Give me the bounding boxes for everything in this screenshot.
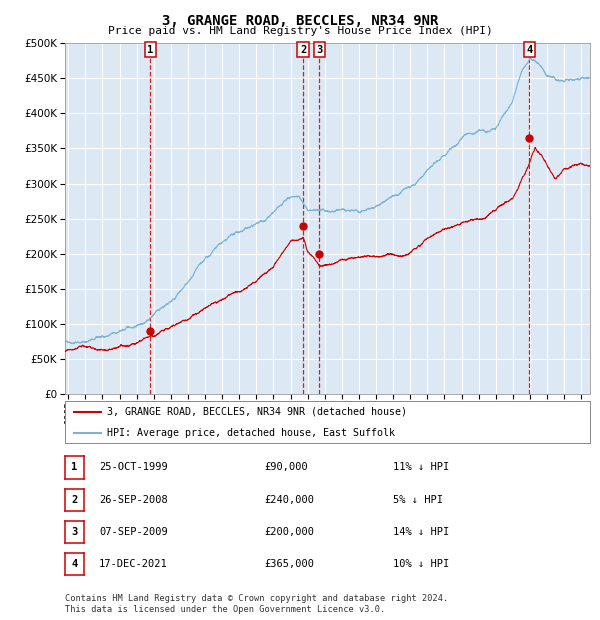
Text: 5% ↓ HPI: 5% ↓ HPI xyxy=(393,495,443,505)
Text: 11% ↓ HPI: 11% ↓ HPI xyxy=(393,463,449,472)
Text: 3: 3 xyxy=(71,527,77,537)
Text: £240,000: £240,000 xyxy=(264,495,314,505)
Text: 1: 1 xyxy=(148,45,154,55)
Text: 14% ↓ HPI: 14% ↓ HPI xyxy=(393,527,449,537)
Text: 3, GRANGE ROAD, BECCLES, NR34 9NR: 3, GRANGE ROAD, BECCLES, NR34 9NR xyxy=(162,14,438,28)
Text: 4: 4 xyxy=(526,45,532,55)
Text: Contains HM Land Registry data © Crown copyright and database right 2024.: Contains HM Land Registry data © Crown c… xyxy=(65,593,448,603)
Text: 26-SEP-2008: 26-SEP-2008 xyxy=(99,495,168,505)
Text: £200,000: £200,000 xyxy=(264,527,314,537)
Text: 17-DEC-2021: 17-DEC-2021 xyxy=(99,559,168,569)
Text: Price paid vs. HM Land Registry's House Price Index (HPI): Price paid vs. HM Land Registry's House … xyxy=(107,26,493,36)
Text: £90,000: £90,000 xyxy=(264,463,308,472)
Text: 3, GRANGE ROAD, BECCLES, NR34 9NR (detached house): 3, GRANGE ROAD, BECCLES, NR34 9NR (detac… xyxy=(107,407,407,417)
Text: HPI: Average price, detached house, East Suffolk: HPI: Average price, detached house, East… xyxy=(107,428,395,438)
Text: 2: 2 xyxy=(300,45,307,55)
Text: 3: 3 xyxy=(316,45,323,55)
Text: 07-SEP-2009: 07-SEP-2009 xyxy=(99,527,168,537)
Text: 4: 4 xyxy=(71,559,77,569)
Text: 2: 2 xyxy=(71,495,77,505)
Text: 10% ↓ HPI: 10% ↓ HPI xyxy=(393,559,449,569)
Text: 25-OCT-1999: 25-OCT-1999 xyxy=(99,463,168,472)
Text: 1: 1 xyxy=(71,463,77,472)
Text: £365,000: £365,000 xyxy=(264,559,314,569)
Text: This data is licensed under the Open Government Licence v3.0.: This data is licensed under the Open Gov… xyxy=(65,604,385,614)
